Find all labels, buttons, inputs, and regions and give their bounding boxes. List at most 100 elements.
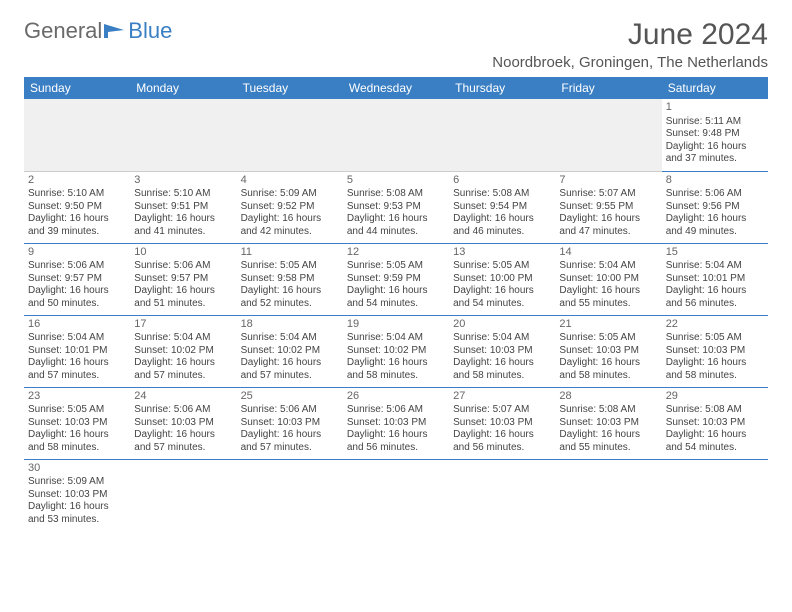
calendar-cell: [237, 459, 343, 531]
calendar-cell: 4Sunrise: 5:09 AMSunset: 9:52 PMDaylight…: [237, 171, 343, 243]
sunrise-text: Sunrise: 5:08 AM: [453, 188, 551, 201]
sunrise-text: Sunrise: 5:05 AM: [347, 260, 445, 273]
sunrise-text: Sunrise: 5:04 AM: [666, 260, 764, 273]
day-number: 4: [241, 174, 339, 188]
daylight-text: Daylight: 16 hours: [666, 213, 764, 226]
calendar-cell: 20Sunrise: 5:04 AMSunset: 10:03 PMDaylig…: [449, 315, 555, 387]
sunrise-text: Sunrise: 5:08 AM: [666, 404, 764, 417]
daylight-text: and 37 minutes.: [666, 153, 764, 166]
daylight-text: and 54 minutes.: [666, 442, 764, 455]
daylight-text: and 46 minutes.: [453, 226, 551, 239]
day-number: 16: [28, 318, 126, 332]
calendar-cell: 30Sunrise: 5:09 AMSunset: 10:03 PMDaylig…: [24, 459, 130, 531]
sunrise-text: Sunrise: 5:07 AM: [559, 188, 657, 201]
calendar-cell: 8Sunrise: 5:06 AMSunset: 9:56 PMDaylight…: [662, 171, 768, 243]
sunrise-text: Sunrise: 5:06 AM: [347, 404, 445, 417]
day-number: 28: [559, 390, 657, 404]
day-number: 22: [666, 318, 764, 332]
sunrise-text: Sunrise: 5:04 AM: [134, 332, 232, 345]
day-number: 29: [666, 390, 764, 404]
sunrise-text: Sunrise: 5:11 AM: [666, 116, 764, 129]
sunset-text: Sunset: 9:58 PM: [241, 273, 339, 286]
day-number: 17: [134, 318, 232, 332]
day-number: 27: [453, 390, 551, 404]
day-number: 30: [28, 462, 126, 476]
calendar-cell: 10Sunrise: 5:06 AMSunset: 9:57 PMDayligh…: [130, 243, 236, 315]
day-header: Monday: [130, 77, 236, 99]
calendar-cell: 19Sunrise: 5:04 AMSunset: 10:02 PMDaylig…: [343, 315, 449, 387]
daylight-text: and 42 minutes.: [241, 226, 339, 239]
page-title: June 2024: [492, 18, 768, 52]
daylight-text: and 39 minutes.: [28, 226, 126, 239]
header: General Blue June 2024 Noordbroek, Groni…: [24, 18, 768, 71]
sunrise-text: Sunrise: 5:07 AM: [453, 404, 551, 417]
day-number: 9: [28, 246, 126, 260]
calendar-cell: 25Sunrise: 5:06 AMSunset: 10:03 PMDaylig…: [237, 387, 343, 459]
calendar-week: 30Sunrise: 5:09 AMSunset: 10:03 PMDaylig…: [24, 459, 768, 531]
calendar-cell: 15Sunrise: 5:04 AMSunset: 10:01 PMDaylig…: [662, 243, 768, 315]
calendar-cell: [555, 459, 661, 531]
sunset-text: Sunset: 10:01 PM: [666, 273, 764, 286]
sunrise-text: Sunrise: 5:05 AM: [453, 260, 551, 273]
daylight-text: Daylight: 16 hours: [134, 429, 232, 442]
sunset-text: Sunset: 9:52 PM: [241, 201, 339, 214]
day-number: 7: [559, 174, 657, 188]
calendar-cell: [662, 459, 768, 531]
daylight-text: and 57 minutes.: [28, 370, 126, 383]
daylight-text: Daylight: 16 hours: [28, 285, 126, 298]
calendar-cell: 5Sunrise: 5:08 AMSunset: 9:53 PMDaylight…: [343, 171, 449, 243]
calendar-cell: 18Sunrise: 5:04 AMSunset: 10:02 PMDaylig…: [237, 315, 343, 387]
calendar-cell: [237, 99, 343, 171]
sunset-text: Sunset: 10:03 PM: [28, 489, 126, 502]
calendar-cell: 3Sunrise: 5:10 AMSunset: 9:51 PMDaylight…: [130, 171, 236, 243]
daylight-text: Daylight: 16 hours: [28, 213, 126, 226]
calendar-cell: [555, 99, 661, 171]
daylight-text: and 57 minutes.: [241, 442, 339, 455]
daylight-text: and 57 minutes.: [134, 442, 232, 455]
sunrise-text: Sunrise: 5:05 AM: [666, 332, 764, 345]
daylight-text: and 52 minutes.: [241, 298, 339, 311]
sunset-text: Sunset: 10:03 PM: [559, 417, 657, 430]
day-number: 11: [241, 246, 339, 260]
day-number: 20: [453, 318, 551, 332]
sunrise-text: Sunrise: 5:09 AM: [28, 476, 126, 489]
calendar-week: 9Sunrise: 5:06 AMSunset: 9:57 PMDaylight…: [24, 243, 768, 315]
calendar-week: 16Sunrise: 5:04 AMSunset: 10:01 PMDaylig…: [24, 315, 768, 387]
daylight-text: Daylight: 16 hours: [28, 357, 126, 370]
day-number: 1: [666, 101, 764, 115]
calendar-cell: 11Sunrise: 5:05 AMSunset: 9:58 PMDayligh…: [237, 243, 343, 315]
daylight-text: Daylight: 16 hours: [453, 357, 551, 370]
day-header: Friday: [555, 77, 661, 99]
calendar-cell: [343, 99, 449, 171]
day-number: 3: [134, 174, 232, 188]
sunset-text: Sunset: 10:02 PM: [347, 345, 445, 358]
sunrise-text: Sunrise: 5:06 AM: [134, 260, 232, 273]
sunset-text: Sunset: 10:03 PM: [28, 417, 126, 430]
sunset-text: Sunset: 10:00 PM: [453, 273, 551, 286]
sunset-text: Sunset: 10:01 PM: [28, 345, 126, 358]
flag-icon: [104, 24, 126, 40]
sunset-text: Sunset: 10:03 PM: [453, 345, 551, 358]
sunset-text: Sunset: 10:03 PM: [453, 417, 551, 430]
calendar-cell: 16Sunrise: 5:04 AMSunset: 10:01 PMDaylig…: [24, 315, 130, 387]
daylight-text: Daylight: 16 hours: [347, 285, 445, 298]
sunrise-text: Sunrise: 5:04 AM: [241, 332, 339, 345]
daylight-text: and 58 minutes.: [28, 442, 126, 455]
calendar-cell: 21Sunrise: 5:05 AMSunset: 10:03 PMDaylig…: [555, 315, 661, 387]
location-text: Noordbroek, Groningen, The Netherlands: [492, 54, 768, 71]
calendar-cell: 26Sunrise: 5:06 AMSunset: 10:03 PMDaylig…: [343, 387, 449, 459]
sunrise-text: Sunrise: 5:04 AM: [347, 332, 445, 345]
day-number: 14: [559, 246, 657, 260]
sunrise-text: Sunrise: 5:05 AM: [28, 404, 126, 417]
sunset-text: Sunset: 10:00 PM: [559, 273, 657, 286]
sunset-text: Sunset: 9:56 PM: [666, 201, 764, 214]
day-number: 5: [347, 174, 445, 188]
sunrise-text: Sunrise: 5:04 AM: [453, 332, 551, 345]
daylight-text: Daylight: 16 hours: [347, 357, 445, 370]
calendar-cell: [343, 459, 449, 531]
day-number: 15: [666, 246, 764, 260]
sunrise-text: Sunrise: 5:06 AM: [666, 188, 764, 201]
daylight-text: Daylight: 16 hours: [241, 285, 339, 298]
calendar-cell: [449, 459, 555, 531]
sunset-text: Sunset: 9:50 PM: [28, 201, 126, 214]
